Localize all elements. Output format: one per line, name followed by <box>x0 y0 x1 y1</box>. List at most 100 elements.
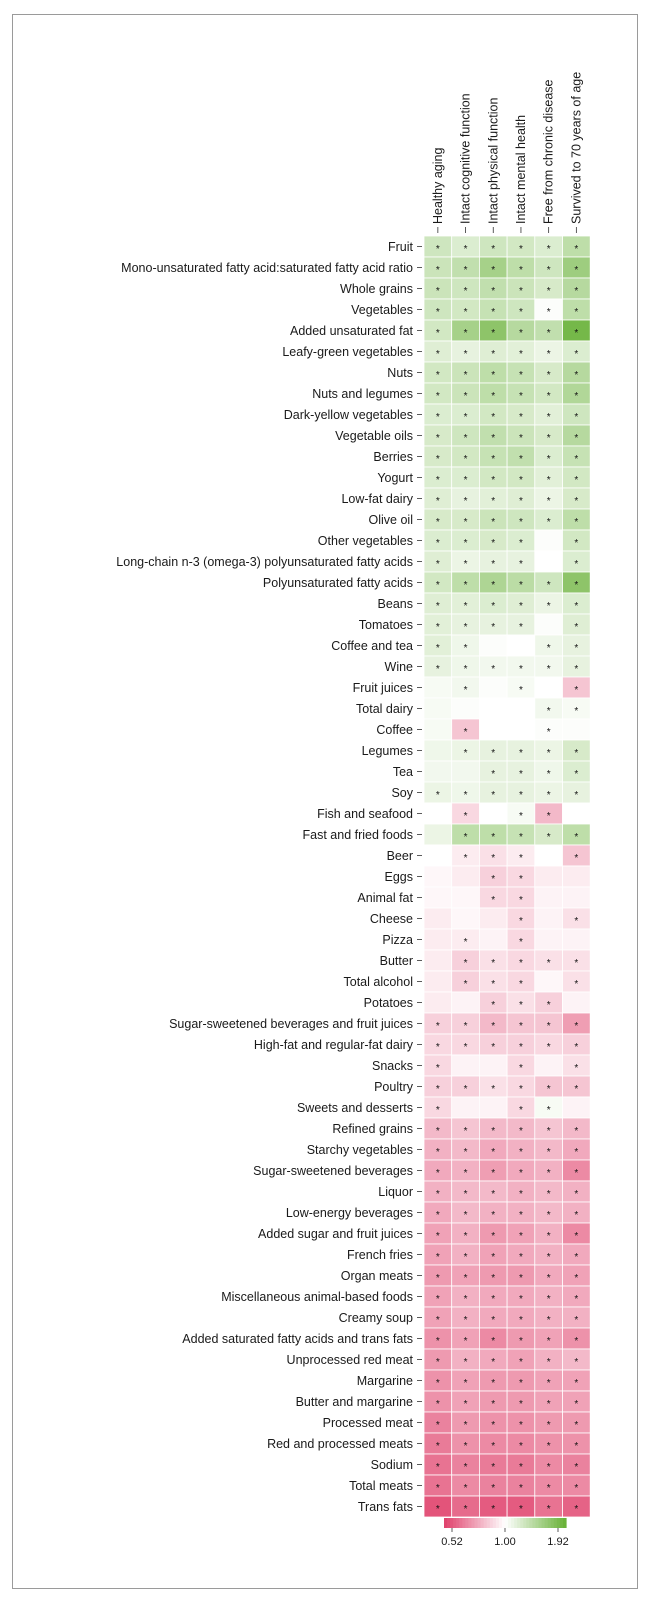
star-mark: * <box>519 559 523 570</box>
star-mark: * <box>519 811 523 822</box>
star-mark: * <box>574 496 578 507</box>
row-label: Added saturated fatty acids and trans fa… <box>182 1332 413 1346</box>
star-mark: * <box>491 1504 495 1515</box>
star-mark: * <box>547 790 551 801</box>
star-mark: * <box>436 790 440 801</box>
star-mark: * <box>519 664 523 675</box>
star-mark: * <box>519 286 523 297</box>
star-mark: * <box>519 769 523 780</box>
star-mark: * <box>574 790 578 801</box>
heatmap-cell <box>451 886 480 909</box>
heatmap-cell <box>478 907 508 930</box>
star-mark: * <box>491 853 495 864</box>
row-labels: Fruit Mono-unsaturated fatty acid:saturat… <box>116 240 422 1514</box>
star-mark: * <box>574 349 578 360</box>
star-mark: * <box>436 1336 440 1347</box>
star-mark: * <box>464 748 468 759</box>
star-mark: * <box>519 853 523 864</box>
star-mark: * <box>519 979 523 990</box>
star-mark: * <box>574 1231 578 1242</box>
legend-gradient-step <box>492 1518 497 1528</box>
star-mark: * <box>574 853 578 864</box>
row-label: Creamy soup <box>339 1311 413 1325</box>
star-mark: * <box>491 349 495 360</box>
row-label: Sweets and desserts <box>297 1101 413 1115</box>
star-mark: * <box>464 1378 468 1389</box>
star-mark: * <box>464 1483 468 1494</box>
star-mark: * <box>464 307 468 318</box>
star-mark: * <box>491 895 495 906</box>
row-label: Eggs <box>385 870 414 884</box>
star-mark: * <box>519 1357 523 1368</box>
row-label: Nuts <box>387 366 413 380</box>
star-mark: * <box>491 496 495 507</box>
row-label: Soy <box>391 786 413 800</box>
star-mark: * <box>574 916 578 927</box>
star-mark: * <box>491 244 495 255</box>
star-mark: * <box>464 349 468 360</box>
star-mark: * <box>491 517 495 528</box>
row-label: Processed meat <box>323 1416 414 1430</box>
heatmap-cell <box>423 802 453 825</box>
heatmap-cell <box>534 1054 563 1077</box>
star-mark: * <box>574 391 578 402</box>
star-mark: * <box>574 1441 578 1452</box>
star-mark: * <box>464 1315 468 1326</box>
star-mark: * <box>574 1378 578 1389</box>
star-mark: * <box>574 1084 578 1095</box>
star-mark: * <box>464 958 468 969</box>
star-mark: * <box>547 580 551 591</box>
heatmap-cell <box>506 697 536 720</box>
star-mark: * <box>519 916 523 927</box>
star-mark: * <box>519 790 523 801</box>
legend-gradient-step <box>505 1518 509 1528</box>
star-mark: * <box>464 790 468 801</box>
legend-gradient-step <box>456 1518 460 1528</box>
star-mark: * <box>519 1210 523 1221</box>
legend-gradient-step <box>486 1518 491 1528</box>
heatmap-cells <box>423 235 591 1518</box>
heatmap-cell <box>451 865 480 888</box>
star-mark: * <box>519 1231 523 1242</box>
star-mark: * <box>547 244 551 255</box>
star-mark: * <box>491 1357 495 1368</box>
star-mark: * <box>519 1021 523 1032</box>
star-mark: * <box>436 1378 440 1389</box>
star-mark: * <box>574 1042 578 1053</box>
column-labels: Healthy aging Intact cognitive function In… <box>431 72 583 233</box>
star-mark: * <box>519 433 523 444</box>
star-mark: * <box>574 433 578 444</box>
star-mark: * <box>464 727 468 738</box>
star-mark: * <box>464 1042 468 1053</box>
star-mark: * <box>519 307 523 318</box>
heatmap-cell <box>534 886 563 909</box>
row-label: Other vegetables <box>318 534 413 548</box>
star-mark: * <box>464 811 468 822</box>
star-mark: * <box>464 979 468 990</box>
star-mark: * <box>574 559 578 570</box>
star-mark: * <box>574 1126 578 1137</box>
row-label: Fruit <box>388 240 414 254</box>
heatmap-cell <box>562 886 591 909</box>
row-label: Beer <box>387 849 413 863</box>
star-mark: * <box>519 1273 523 1284</box>
star-mark: * <box>464 1441 468 1452</box>
star-mark: * <box>436 1168 440 1179</box>
star-mark: * <box>491 832 495 843</box>
star-mark: * <box>436 349 440 360</box>
star-mark: * <box>574 475 578 486</box>
star-mark: * <box>547 958 551 969</box>
row-label: Beans <box>378 597 413 611</box>
row-label: Olive oil <box>369 513 413 527</box>
star-mark: * <box>519 1147 523 1158</box>
star-mark: * <box>491 1042 495 1053</box>
star-mark: * <box>464 454 468 465</box>
star-mark: * <box>436 391 440 402</box>
star-mark: * <box>491 559 495 570</box>
star-mark: * <box>436 664 440 675</box>
row-label: Pizza <box>382 933 413 947</box>
star-mark: * <box>491 1441 495 1452</box>
star-mark: * <box>464 475 468 486</box>
star-mark: * <box>491 454 495 465</box>
column-label: Free from chronic disease <box>542 79 556 224</box>
